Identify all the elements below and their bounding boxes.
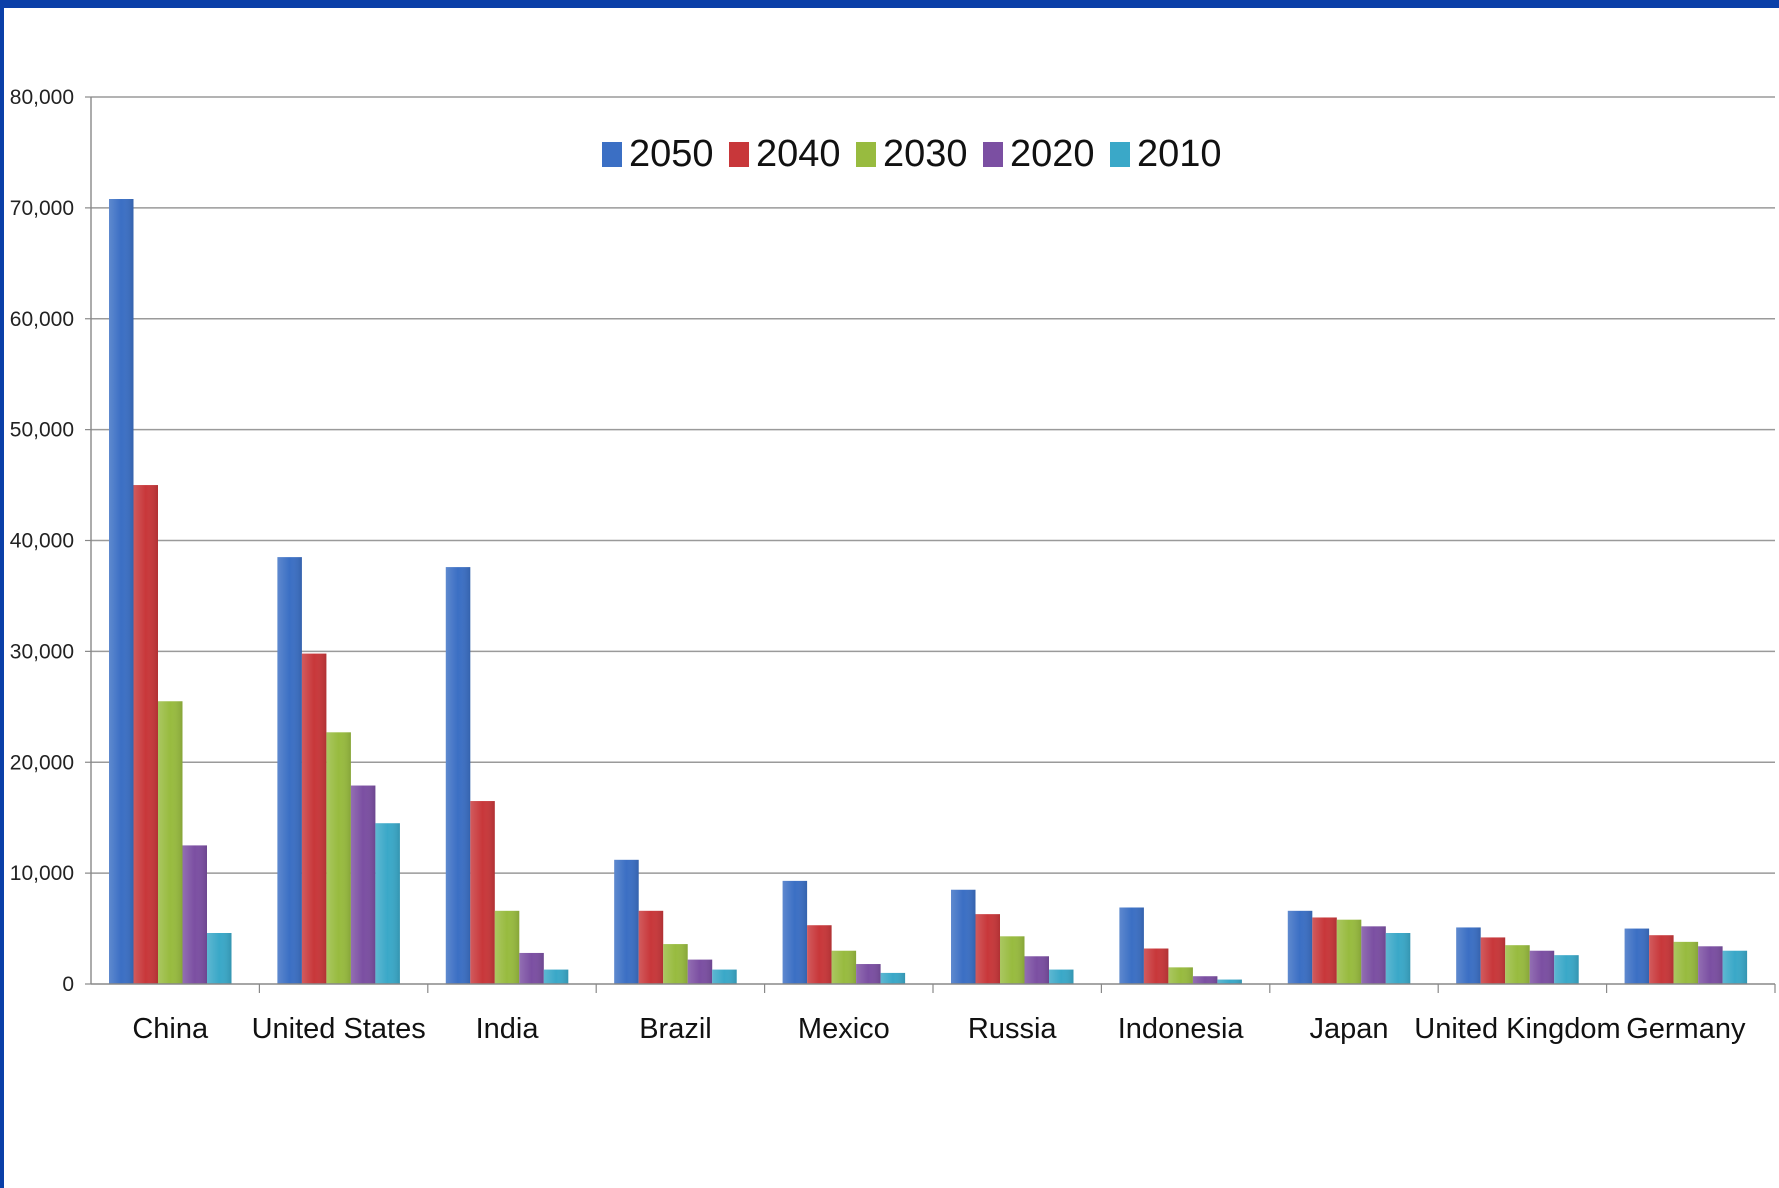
bar-shading bbox=[301, 653, 327, 984]
bar-shading bbox=[1119, 907, 1144, 984]
legend-label-2040: 2040 bbox=[756, 133, 841, 175]
bar-shading bbox=[1456, 927, 1481, 984]
bar-shading bbox=[614, 859, 639, 984]
chart-frame: 0 10,000 20,000 30,000 40,000 50,000 60,000 70,… bbox=[4, 8, 1779, 1188]
bar-shading bbox=[712, 969, 737, 984]
y-tick-label: 50,000 bbox=[10, 419, 74, 442]
bar-shading bbox=[1049, 969, 1074, 984]
bar-shading bbox=[1385, 932, 1411, 984]
legend-label-2030: 2030 bbox=[883, 133, 968, 175]
y-tick-label: 40,000 bbox=[10, 530, 74, 553]
bar-shading bbox=[1698, 946, 1723, 984]
y-tick-label: 0 bbox=[62, 973, 74, 996]
y-tick-label: 20,000 bbox=[10, 751, 74, 774]
x-tick-label: United States bbox=[252, 1013, 426, 1045]
bar-shading bbox=[326, 732, 351, 984]
axes bbox=[85, 96, 1776, 993]
legend-swatch-2040 bbox=[729, 142, 749, 167]
legend-swatch-2010 bbox=[1110, 142, 1130, 167]
bar-shading bbox=[1000, 936, 1025, 984]
bar-shading bbox=[1554, 955, 1579, 984]
bar-shading bbox=[1480, 937, 1506, 984]
bar-shading bbox=[1505, 945, 1530, 984]
y-axis-ticks: 0 10,000 20,000 30,000 40,000 50,000 60,000 70,… bbox=[10, 86, 74, 996]
y-tick-label: 30,000 bbox=[10, 640, 74, 663]
y-tick-label: 10,000 bbox=[10, 862, 74, 885]
bar-shading bbox=[109, 199, 134, 984]
legend-label-2020: 2020 bbox=[1010, 133, 1095, 175]
bar-shading bbox=[856, 964, 881, 984]
legend-swatch-2020 bbox=[983, 142, 1003, 167]
y-tick-label: 80,000 bbox=[10, 86, 74, 109]
legend-swatch-2050 bbox=[602, 142, 622, 167]
bar-shading bbox=[519, 952, 544, 984]
bar-shading bbox=[158, 701, 183, 984]
bar-shading bbox=[1143, 948, 1169, 984]
bar-shading bbox=[951, 889, 976, 984]
y-tick-label: 70,000 bbox=[10, 197, 74, 220]
x-tick-label: Germany bbox=[1626, 1013, 1746, 1045]
bar-shading bbox=[1024, 956, 1049, 984]
gridlines bbox=[91, 96, 1775, 874]
x-tick-label: Indonesia bbox=[1118, 1013, 1245, 1045]
bar-shading bbox=[1529, 950, 1555, 984]
bar-shading bbox=[133, 485, 158, 984]
bar-shading bbox=[1361, 926, 1386, 984]
x-axis-labels: China United States India Brazil Mexico Russi… bbox=[132, 1013, 1746, 1045]
legend-swatch-2030 bbox=[856, 142, 876, 167]
bar-shading bbox=[1312, 917, 1337, 984]
bar-shading bbox=[831, 950, 857, 984]
bars bbox=[109, 199, 1748, 984]
x-tick-label: Brazil bbox=[639, 1013, 712, 1045]
bar-shading bbox=[350, 785, 376, 984]
bar-shading bbox=[638, 910, 664, 984]
bar-shading bbox=[975, 914, 1000, 984]
x-tick-label: Mexico bbox=[798, 1013, 890, 1045]
bar-shading bbox=[1192, 976, 1218, 984]
bar-shading bbox=[880, 972, 906, 984]
y-tick-label: 60,000 bbox=[10, 308, 74, 331]
legend: 2050 2040 2030 2020 2010 bbox=[602, 133, 1222, 175]
x-tick-label: United Kingdom bbox=[1414, 1013, 1620, 1045]
bar-shading bbox=[445, 567, 471, 984]
x-tick-label: Russia bbox=[968, 1013, 1058, 1045]
bar-shading bbox=[494, 910, 520, 984]
bar-shading bbox=[807, 925, 832, 984]
bar-shading bbox=[1649, 935, 1674, 984]
bar-shading bbox=[207, 932, 232, 984]
bar-shading bbox=[182, 845, 207, 984]
x-tick-label: China bbox=[132, 1013, 209, 1045]
bar-shading bbox=[1287, 910, 1313, 984]
bar-shading bbox=[1168, 967, 1193, 984]
x-tick-label: India bbox=[476, 1013, 540, 1045]
bar-shading bbox=[1217, 979, 1242, 984]
legend-label-2050: 2050 bbox=[629, 133, 714, 175]
legend-label-2010: 2010 bbox=[1137, 133, 1222, 175]
bar-shading bbox=[277, 557, 302, 984]
bar-shading bbox=[543, 969, 569, 984]
bar-shading bbox=[1673, 941, 1699, 984]
bar-shading bbox=[470, 801, 495, 984]
bar-shading bbox=[1624, 928, 1650, 984]
bar-shading bbox=[782, 880, 808, 984]
bar-shading bbox=[687, 959, 713, 984]
bar-shading bbox=[663, 944, 688, 984]
bar-shading bbox=[1336, 919, 1362, 984]
bar-shading bbox=[375, 823, 400, 984]
x-tick-label: Japan bbox=[1310, 1013, 1389, 1045]
bar-chart: 0 10,000 20,000 30,000 40,000 50,000 60,000 70,… bbox=[10, 86, 1776, 1045]
bar-shading bbox=[1722, 950, 1748, 984]
